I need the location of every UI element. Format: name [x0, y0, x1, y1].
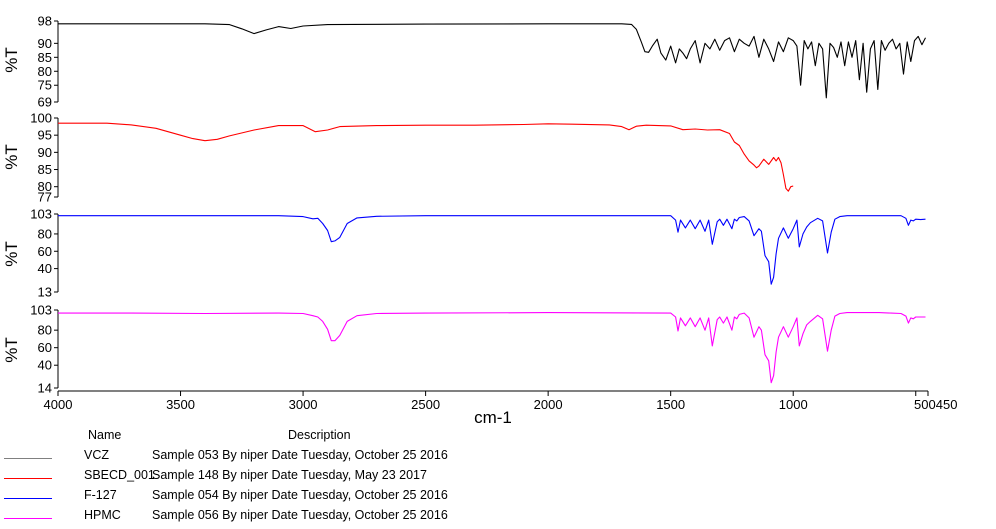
series-line-hpmc	[58, 312, 926, 384]
y-tick-label: 40	[38, 358, 52, 373]
y-tick-label: 75	[38, 78, 52, 93]
series-line-sbecd_001	[58, 122, 794, 192]
y-axis-label: %T	[2, 241, 21, 267]
legend-name: HPMC	[84, 508, 121, 522]
series-line-f-127	[58, 215, 926, 285]
y-tick-label: 95	[38, 128, 52, 143]
y-tick-label: 98	[38, 14, 52, 29]
legend-row: F-127 Sample 054 By niper Date Tuesday, …	[0, 488, 700, 504]
legend-header-description: Description	[288, 428, 351, 442]
legend-swatch-hpmc	[4, 518, 52, 519]
y-tick-label: 90	[38, 36, 52, 51]
y-tick-label: 80	[38, 226, 52, 241]
x-tick-label: 4000	[44, 397, 73, 412]
y-tick-label: 103	[30, 207, 52, 222]
legend-row: VCZ Sample 053 By niper Date Tuesday, Oc…	[0, 448, 700, 464]
x-tick-label: 3500	[166, 397, 195, 412]
legend-row: HPMC Sample 056 By niper Date Tuesday, O…	[0, 508, 700, 524]
ftir-chart: cm-1 989085807569%T1009590858077%T103806…	[2, 14, 957, 428]
y-tick-label: 40	[38, 261, 52, 276]
y-axis-label: %T	[2, 47, 21, 73]
y-tick-label: 60	[38, 340, 52, 355]
legend-description: Sample 056 By niper Date Tuesday, Octobe…	[152, 508, 448, 522]
x-tick-label: 1000	[779, 397, 808, 412]
legend-description: Sample 053 By niper Date Tuesday, Octobe…	[152, 448, 448, 462]
y-tick-label: 100	[30, 111, 52, 126]
y-axis-label: %T	[2, 337, 21, 363]
y-tick-label: 85	[38, 50, 52, 65]
series-line-vcz	[58, 23, 926, 99]
x-tick-label: 3000	[289, 397, 318, 412]
y-tick-label: 69	[38, 95, 52, 110]
legend-name: VCZ	[84, 448, 109, 462]
legend-swatch-sbecd	[4, 478, 52, 479]
y-tick-label: 90	[38, 145, 52, 160]
legend-swatch-vcz	[4, 458, 52, 459]
x-tick-label: 2000	[534, 397, 563, 412]
legend-name: SBECD_001	[84, 468, 155, 482]
y-tick-label: 103	[30, 303, 52, 318]
y-tick-label: 77	[38, 190, 52, 205]
y-tick-label: 80	[38, 64, 52, 79]
y-axis-label: %T	[2, 144, 21, 170]
y-tick-label: 80	[38, 323, 52, 338]
legend-name: F-127	[84, 488, 117, 502]
y-tick-label: 14	[38, 381, 52, 396]
y-tick-label: 60	[38, 244, 52, 259]
y-tick-label: 85	[38, 162, 52, 177]
x-tick-label: 1500	[656, 397, 685, 412]
x-tick-label: 2500	[411, 397, 440, 412]
legend-description: Sample 054 By niper Date Tuesday, Octobe…	[152, 488, 448, 502]
y-tick-label: 80	[38, 179, 52, 194]
x-tick-label: 500450	[914, 397, 957, 412]
legend-swatch-f127	[4, 498, 52, 499]
legend-row: SBECD_001 Sample 148 By niper Date Tuesd…	[0, 468, 700, 484]
y-tick-label: 13	[38, 285, 52, 300]
legend-header-name: Name	[88, 428, 122, 442]
legend-description: Sample 148 By niper Date Tuesday, May 23…	[152, 468, 427, 482]
x-axis-title: cm-1	[474, 408, 512, 427]
